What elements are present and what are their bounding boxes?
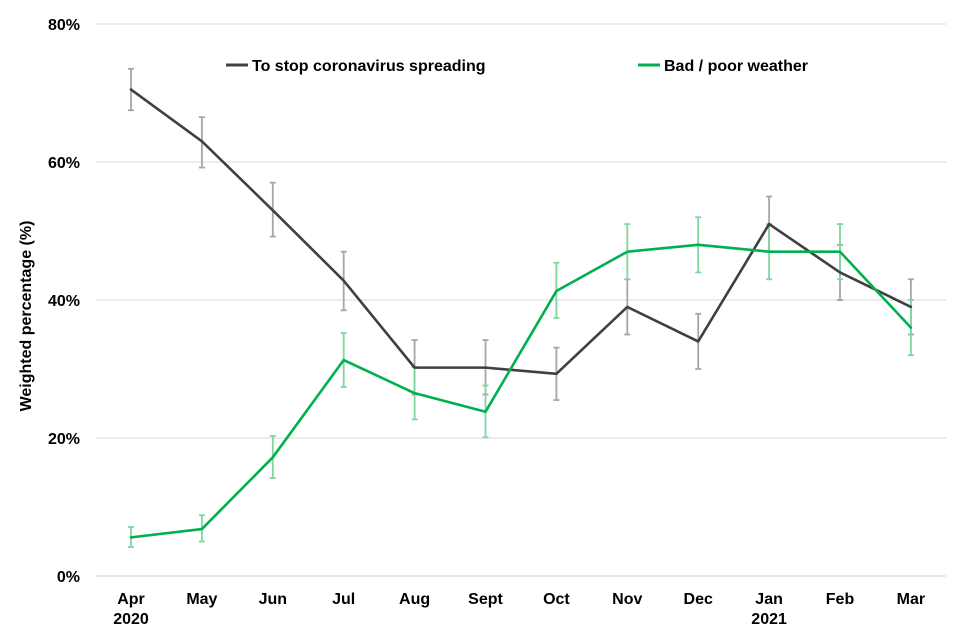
y-axis-title: Weighted percentage (%) (18, 221, 35, 412)
x-tick-sublabel: 2021 (751, 611, 787, 628)
x-tick-label: Sept (468, 591, 503, 608)
x-tick-sublabel: 2020 (113, 611, 149, 628)
x-tick-label: Aug (399, 591, 430, 608)
x-tick-label: May (186, 591, 217, 608)
x-tick-label: Jun (259, 591, 287, 608)
y-tick-label: 60% (48, 155, 80, 172)
y-tick-label: 40% (48, 293, 80, 310)
y-tick-label: 20% (48, 431, 80, 448)
x-tick-label: Oct (543, 591, 570, 608)
error-bars (128, 67, 914, 548)
series-lines (129, 88, 913, 539)
y-tick-label: 0% (57, 569, 80, 586)
y-tick-label: 80% (48, 17, 80, 34)
legend-label: Bad / poor weather (664, 58, 808, 75)
x-tick-label: Mar (897, 591, 925, 608)
series-line-0 (129, 88, 913, 376)
x-tick-label: Apr (117, 591, 145, 608)
legend: To stop coronavirus spreading Bad / poor … (226, 58, 808, 75)
x-tick-label: Nov (612, 591, 642, 608)
axes: 0% 20% 40% 60% 80% Apr 2020 May Jun Jul Aug Sept Oct… (48, 17, 946, 628)
gridlines (96, 23, 946, 439)
x-tick-label: Jan (755, 591, 783, 608)
x-tick-label: Dec (684, 591, 713, 608)
legend-label: To stop coronavirus spreading (252, 58, 486, 75)
series-line-1 (129, 243, 913, 539)
x-tick-label: Feb (826, 591, 855, 608)
x-tick-label: Jul (332, 591, 355, 608)
